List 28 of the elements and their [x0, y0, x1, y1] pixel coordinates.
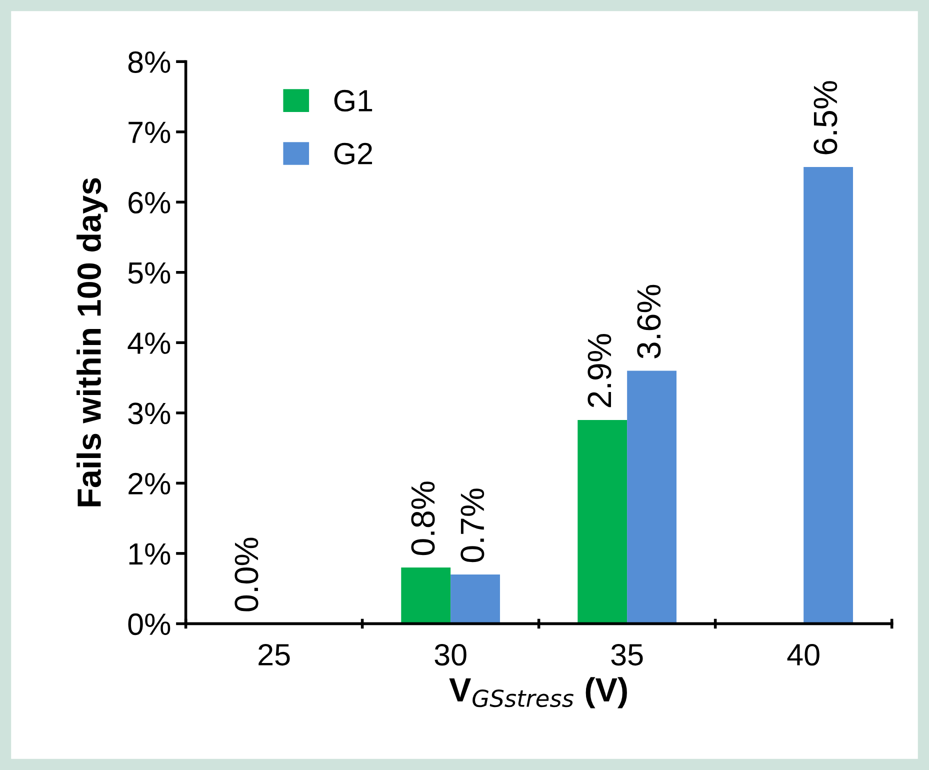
x-tick-label: 40	[787, 644, 820, 666]
bar	[804, 166, 854, 624]
y-tick-label: 6%	[128, 192, 170, 214]
data-label: 0.0%	[234, 538, 258, 612]
legend-label: G2	[334, 142, 372, 164]
data-label: 2.9%	[588, 334, 612, 408]
y-axis-title: Fails within 100 days	[76, 178, 108, 506]
y-tick-label: 4%	[128, 332, 170, 354]
y-tick-label: 3%	[128, 402, 170, 424]
bar	[401, 567, 451, 624]
data-label: 0.8%	[411, 482, 435, 556]
data-label: 0.7%	[460, 488, 484, 562]
bar	[627, 370, 676, 624]
bar	[450, 574, 500, 624]
y-tick-label: 5%	[128, 262, 170, 284]
x-tick-label: 25	[258, 644, 290, 666]
y-tick-label: 8%	[128, 51, 170, 73]
y-tick-label: 0%	[128, 613, 170, 636]
y-tick-label: 7%	[128, 122, 170, 144]
y-tick-label: 2%	[128, 472, 170, 494]
data-label: 3.6%	[637, 284, 661, 358]
bar	[578, 420, 628, 624]
y-tick-label: 1%	[129, 543, 170, 565]
x-tick-label: 35	[611, 644, 643, 666]
x-tick-label: 30	[434, 644, 466, 666]
data-label: 6.5%	[814, 81, 838, 154]
legend-label: G1	[334, 90, 372, 112]
x-axis-title: V$_{GSstress}$ (V)	[449, 677, 627, 708]
